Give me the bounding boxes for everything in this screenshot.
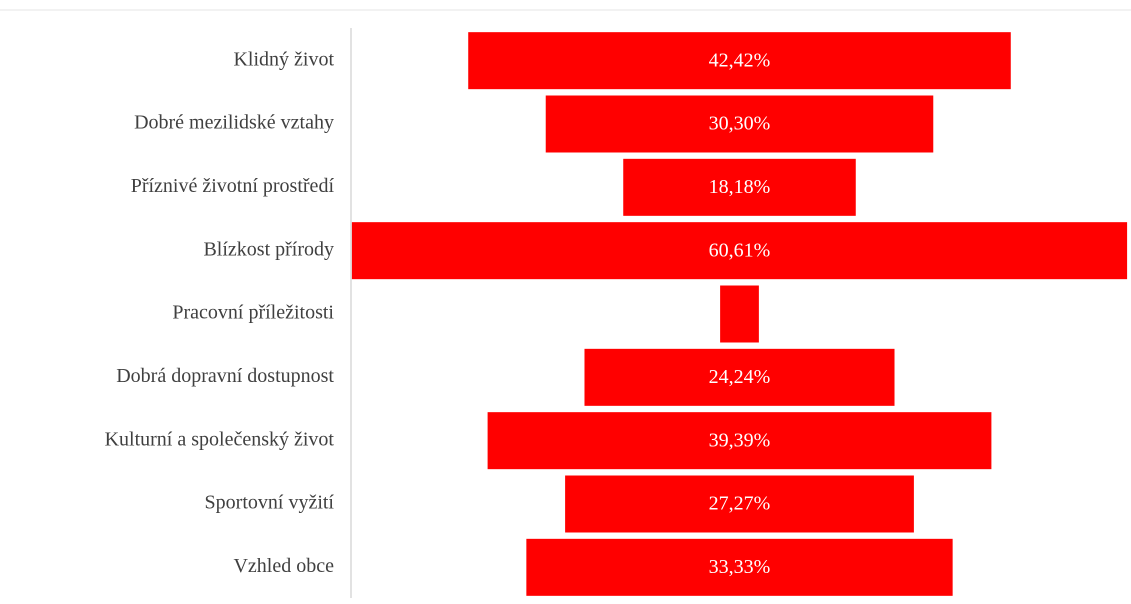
bar — [487, 412, 992, 470]
category-label: Kulturní a společenský život — [105, 428, 335, 450]
category-label: Dobré mezilidské vztahy — [134, 112, 334, 134]
bar — [565, 475, 914, 533]
bar — [584, 348, 895, 406]
bar — [720, 285, 759, 343]
bar — [623, 158, 856, 216]
category-label: Sportovní vyžití — [205, 492, 335, 514]
bar — [351, 222, 1128, 280]
data-label: 39,39% — [709, 429, 771, 451]
category-label: Příznivé životní prostředí — [131, 175, 335, 197]
data-label: 30,30% — [709, 113, 771, 135]
category-label: Klidný život — [233, 48, 334, 70]
data-label: 27,27% — [709, 493, 771, 515]
category-label: Blízkost přírody — [203, 238, 334, 260]
data-label: 33,33% — [709, 556, 771, 578]
data-label: 18,18% — [709, 176, 771, 198]
data-label: 24,24% — [709, 366, 771, 388]
bar — [468, 32, 1011, 90]
data-label: 60,61% — [709, 239, 771, 261]
bar — [545, 95, 934, 153]
bar — [526, 538, 953, 596]
data-label: 42,42% — [709, 49, 771, 71]
category-label: Pracovní příležitosti — [172, 302, 334, 324]
category-label: Dobrá dopravní dostupnost — [116, 365, 334, 387]
category-label: Vzhled obce — [233, 555, 334, 577]
